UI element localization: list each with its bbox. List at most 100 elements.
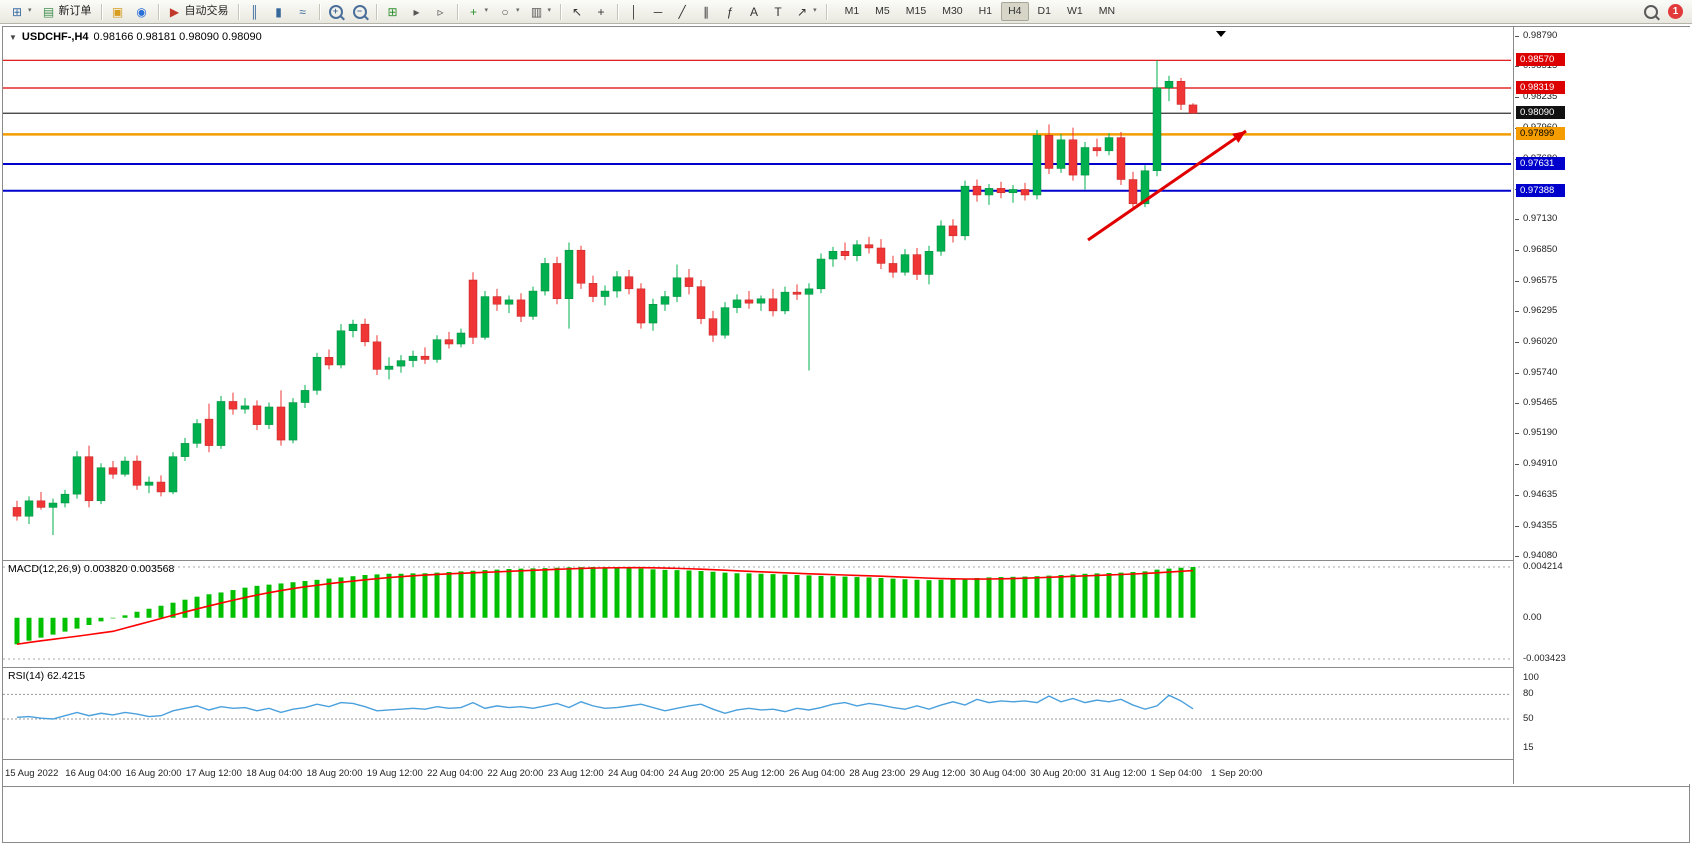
text-label-button[interactable]: T: [767, 2, 789, 22]
new-order-button[interactable]: ▤ 新订单: [38, 2, 96, 22]
zoom-out-button[interactable]: −: [349, 2, 371, 22]
rsi-panel-svg[interactable]: [3, 668, 1513, 760]
price-axis-label: 0.94355: [1523, 519, 1558, 531]
toolbar: ⊞ ▾ ▤ 新订单 ▣ ◉ ▶ 自动交易 ║ ▮ ≈ + − ⊞ ▸ ▹ + ▾ ○ ▾ ▥ ▾ ↖ + │ ─ ╱ ∥ ƒ A T ↗ ▾ M…: [0, 0, 1692, 24]
trendline-button[interactable]: ╱: [671, 2, 693, 22]
toolbar-separator: [237, 3, 239, 20]
price-tag: 0.97388: [1516, 183, 1565, 197]
price-axis-tick: [1515, 464, 1519, 466]
price-axis-tick: [1515, 97, 1519, 99]
timeframe-m30[interactable]: M30: [935, 2, 969, 22]
equidistant-channel-button-icon: ∥: [703, 4, 710, 19]
mql5-market-icon-button[interactable]: ▣: [107, 2, 129, 22]
rsi-line: [16, 694, 1194, 720]
periods-button-icon: ○: [501, 4, 509, 19]
macd-axis-label: 0.00: [1523, 611, 1542, 623]
price-axis-tick: [1515, 372, 1519, 374]
arrows-button-icon: ↗: [797, 4, 808, 19]
time-axis-label: 30 Aug 04:00: [969, 768, 1026, 779]
trend-arrow[interactable]: [1087, 129, 1247, 242]
price-axis[interactable]: 0.987900.985150.982350.979600.976800.974…: [1513, 27, 1690, 784]
crosshair-button-icon: +: [597, 4, 605, 19]
line-chart-button-icon: ≈: [299, 4, 306, 19]
rsi-axis-label: 50: [1523, 713, 1534, 724]
price-axis-label: 0.94635: [1523, 488, 1558, 500]
time-axis[interactable]: 15 Aug 2022 16 Aug 04:00 16 Aug 20:00 17 Au…: [3, 760, 1513, 786]
macd-axis-label: 0.004214: [1523, 561, 1563, 572]
auto-scroll-button[interactable]: ▸: [406, 2, 428, 22]
timeframe-h4[interactable]: H4: [1001, 1, 1029, 22]
time-axis-border: [3, 786, 1689, 787]
horizontal-lines[interactable]: [3, 59, 1511, 192]
timeframe-m1[interactable]: M1: [838, 2, 867, 22]
auto-scroll-button-icon: ▸: [413, 4, 420, 19]
price-tag: 0.97631: [1516, 156, 1565, 170]
notification-badge[interactable]: 1: [1668, 4, 1683, 19]
chart-shift-button[interactable]: ▹: [430, 2, 452, 22]
templates-button[interactable]: ▥ ▾: [526, 2, 556, 22]
search-icon[interactable]: [1644, 4, 1658, 19]
autotrading-button[interactable]: ▶ 自动交易: [164, 2, 233, 22]
price-axis-label: 0.98235: [1523, 91, 1558, 103]
panel-divider[interactable]: [3, 759, 1689, 760]
time-axis-label: 25 Aug 12:00: [728, 768, 785, 779]
arrows-button[interactable]: ↗ ▾: [791, 2, 821, 22]
chart-collapse-icon[interactable]: ▼: [9, 32, 17, 42]
timeframe-m15[interactable]: M15: [899, 2, 933, 22]
time-axis-label: 22 Aug 04:00: [427, 768, 484, 779]
price-axis-tick: [1515, 403, 1519, 405]
rsi-axis-label: 100: [1523, 672, 1539, 683]
price-axis-label: 0.96020: [1523, 335, 1558, 347]
macd-axis-label: -0.003423: [1523, 653, 1566, 664]
community-icon-button[interactable]: ◉: [131, 2, 153, 22]
crosshair-button[interactable]: +: [590, 2, 612, 22]
time-axis-label: 28 Aug 23:00: [849, 768, 906, 779]
autotrading-button-label: 自动交易: [184, 4, 229, 17]
panel-divider[interactable]: [3, 667, 1689, 668]
price-axis-label: 0.95190: [1523, 427, 1558, 439]
zoom-in-button[interactable]: +: [325, 2, 347, 22]
shift-marker-icon[interactable]: [1216, 31, 1226, 37]
equidistant-channel-button[interactable]: ∥: [695, 2, 717, 22]
price-axis-label: 0.96295: [1523, 305, 1558, 317]
time-axis-label: 24 Aug 20:00: [668, 768, 725, 779]
tile-windows-button[interactable]: ⊞: [382, 2, 404, 22]
time-axis-label: 18 Aug 04:00: [246, 768, 303, 779]
timeframe-d1[interactable]: D1: [1031, 2, 1058, 22]
candlestick-chart-button-icon: ▮: [275, 4, 282, 19]
periods-button[interactable]: ○ ▾: [494, 2, 524, 22]
panel-divider[interactable]: [3, 560, 1689, 561]
price-axis-label: 0.97960: [1523, 122, 1557, 133]
new-order-button-icon: ▤: [42, 4, 55, 19]
timeframe-w1[interactable]: W1: [1060, 2, 1090, 22]
line-chart-button[interactable]: ≈: [292, 2, 314, 22]
bar-chart-button-icon: ║: [250, 4, 259, 19]
macd-panel-svg[interactable]: [3, 561, 1513, 666]
cursor-button[interactable]: ↖: [566, 2, 588, 22]
chart-title: ▼ USDCHF-,H4 0.98166 0.98181 0.98090 0.9…: [9, 31, 262, 43]
vertical-line-button[interactable]: │: [623, 2, 645, 22]
price-axis-tick: [1515, 311, 1519, 313]
candlestick-chart-button[interactable]: ▮: [268, 2, 290, 22]
rsi-axis-label: 15: [1523, 741, 1534, 753]
horizontal-line-button[interactable]: ─: [647, 2, 669, 22]
time-axis-label: 19 Aug 12:00: [366, 768, 423, 779]
indicators-button[interactable]: + ▾: [463, 2, 493, 22]
dropdown-caret-icon: ▾: [28, 7, 32, 15]
text-button[interactable]: A: [743, 2, 765, 22]
templates-button-icon: ▥: [530, 4, 543, 19]
timeframe-mn[interactable]: MN: [1092, 2, 1122, 22]
price-axis-label: 0.95465: [1523, 397, 1558, 409]
ohlc-quote-label: 0.98166 0.98181 0.98090 0.98090: [93, 31, 262, 43]
price-axis-label: 0.94910: [1523, 458, 1558, 470]
main-chart-svg[interactable]: [3, 28, 1513, 560]
timeframe-m5[interactable]: M5: [868, 2, 897, 22]
fibonacci-button[interactable]: ƒ: [719, 2, 741, 22]
timeframe-h1[interactable]: H1: [972, 2, 999, 22]
rsi-axis-label: 80: [1523, 688, 1534, 700]
price-axis-tick: [1515, 280, 1519, 282]
text-button-icon: A: [750, 4, 759, 19]
time-axis-label: 26 Aug 04:00: [788, 768, 845, 779]
new-chart-button[interactable]: ⊞ ▾: [6, 2, 36, 22]
bar-chart-button[interactable]: ║: [244, 2, 266, 22]
